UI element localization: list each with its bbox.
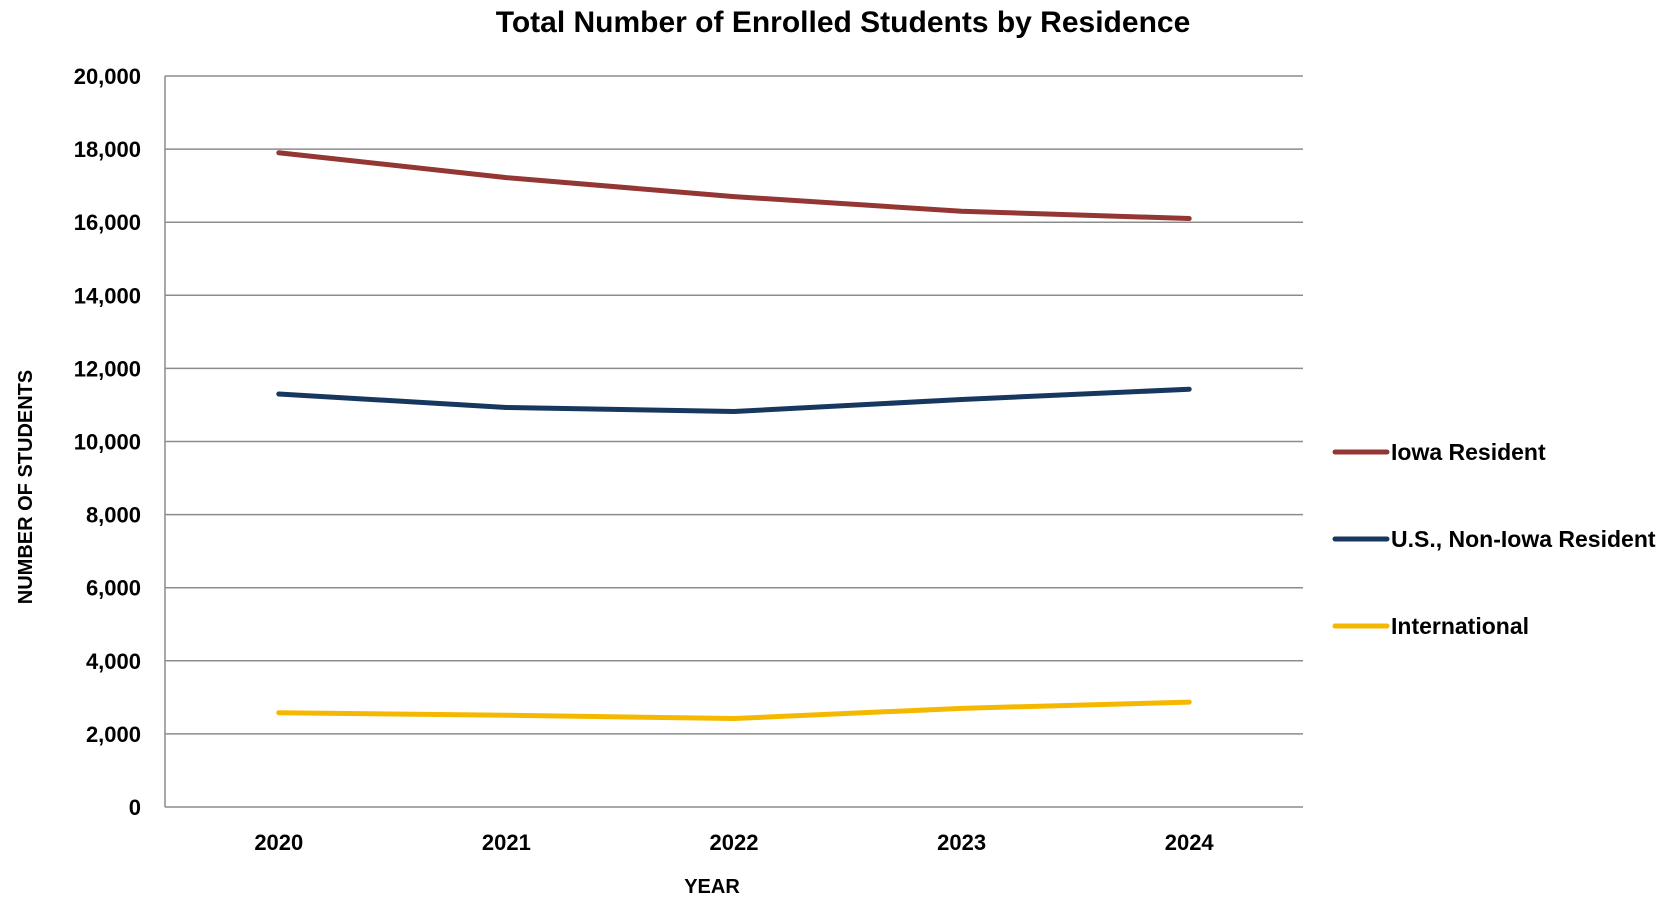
y-tick-label: 2,000	[86, 722, 141, 747]
x-tick-label: 2022	[710, 830, 759, 855]
series-lines	[276, 150, 1192, 722]
y-axis-label: NUMBER OF STUDENTS	[15, 370, 37, 604]
y-tick-label: 10,000	[74, 430, 141, 455]
series-line-1	[276, 386, 1192, 415]
y-tick-label: 4,000	[86, 649, 141, 674]
chart-title: Total Number of Enrolled Students by Res…	[496, 6, 1191, 39]
y-tick-label: 0	[129, 795, 141, 820]
x-tick-label: 2024	[1165, 830, 1215, 855]
y-axis-ticks: 0 2,000 4,000 6,000 8,000 10,000 12,000 14,000 1…	[74, 64, 141, 820]
y-tick-label: 14,000	[74, 283, 141, 308]
legend-label: Iowa Resident	[1391, 439, 1546, 465]
x-tick-label: 2023	[937, 830, 986, 855]
series-line-2	[276, 699, 1192, 722]
x-tick-label: 2020	[254, 830, 303, 855]
y-tick-label: 12,000	[74, 356, 141, 381]
x-axis-label: YEAR	[684, 876, 740, 898]
legend-label: International	[1391, 613, 1529, 639]
y-tick-label: 20,000	[74, 64, 141, 89]
x-tick-label: 2021	[482, 830, 531, 855]
y-tick-label: 16,000	[74, 210, 141, 235]
legend: Iowa Resident U.S., Non-Iowa Resident Inte…	[1332, 439, 1656, 639]
y-tick-label: 18,000	[74, 137, 141, 162]
y-tick-label: 6,000	[86, 576, 141, 601]
x-axis-ticks: 2020 2021 2022 2023 2024	[254, 830, 1214, 855]
series-line-0	[276, 150, 1192, 222]
gridlines	[164, 75, 1303, 808]
legend-label: U.S., Non-Iowa Resident	[1391, 526, 1656, 552]
y-tick-label: 8,000	[86, 503, 141, 528]
